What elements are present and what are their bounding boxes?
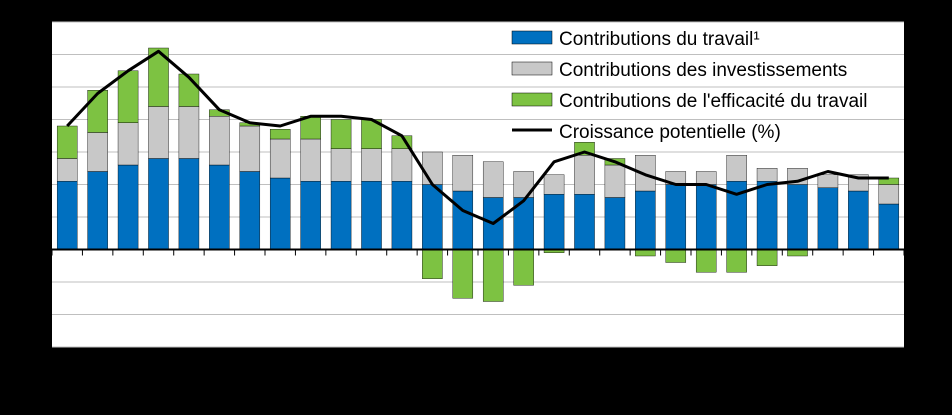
bar-investissements [695,171,717,185]
bar-travail [787,184,808,250]
bar-investissements [422,151,443,185]
bar-investissements [56,158,78,182]
bar-efficacite [574,142,595,156]
bar-efficacite [695,249,717,273]
bar-efficacite [726,249,747,273]
line-croissance-potentielle [66,49,889,225]
bar-travail [117,164,139,250]
bar-investissements [482,161,504,198]
bar-travail [330,181,352,250]
bar-efficacite [87,90,108,133]
bar-efficacite [56,125,78,159]
bar-travail [695,184,717,250]
bar-investissements [148,106,169,159]
legend-label-investissements: Contributions des investissements [559,60,847,81]
bar-investissements [726,155,747,182]
x-axis-ticks [51,249,905,256]
bar-efficacite [452,249,474,299]
bar-investissements [452,155,474,192]
bar-investissements [513,171,534,198]
bar-investissements [209,116,230,166]
bar-travail [756,181,778,250]
legend-swatch-investissements [511,61,553,76]
bar-travail [391,181,413,250]
bar-travail [817,187,839,250]
bar-travail [665,184,687,250]
bar-travail [178,158,200,250]
legend-label-efficacite: Contributions de l'efficacité du travail [559,91,868,112]
bar-efficacite [422,249,443,279]
bar-travail [56,181,78,250]
bar-travail [239,171,261,250]
bar-investissements [300,138,321,182]
bar-travail [269,177,291,250]
bar-investissements [330,148,352,182]
bar-efficacite [482,249,504,302]
bar-travail [422,184,443,250]
legend-swatch-travail [511,30,553,45]
bar-travail [87,171,108,250]
bar-investissements [604,164,626,198]
legend-swatch-efficacite [511,92,553,107]
bar-travail [848,190,869,250]
bar-efficacite [665,249,687,263]
bar-travail [148,158,169,250]
bar-efficacite [513,249,534,286]
bar-travail [604,197,626,250]
bar-investissements [635,155,656,192]
bar-efficacite [148,47,169,107]
bar-efficacite [330,119,352,149]
bar-efficacite [117,70,139,123]
bar-investissements [574,155,595,195]
bar-investissements [391,148,413,182]
bar-travail [543,194,565,250]
bar-travail [452,190,474,250]
bar-investissements [543,174,565,195]
bar-investissements [361,148,382,182]
bar-investissements [178,106,200,159]
legend-label-croissance: Croissance potentielle (%) [559,122,781,143]
bar-travail [574,194,595,250]
bar-investissements [117,122,139,166]
bar-investissements [269,138,291,179]
bar-investissements [239,125,261,172]
legend: Contributions du travail¹ Contributions … [511,29,868,143]
bar-investissements [817,174,839,188]
bar-efficacite [756,249,778,266]
bar-efficacite [269,129,291,140]
bar-travail [209,164,230,250]
bar-investissements [878,184,900,205]
legend-label-travail: Contributions du travail¹ [559,29,760,50]
bar-investissements [756,168,778,182]
bar-investissements [87,132,108,172]
bar-travail [635,190,656,250]
bar-travail [361,181,382,250]
bar-travail [878,203,900,250]
bar-travail [300,181,321,250]
